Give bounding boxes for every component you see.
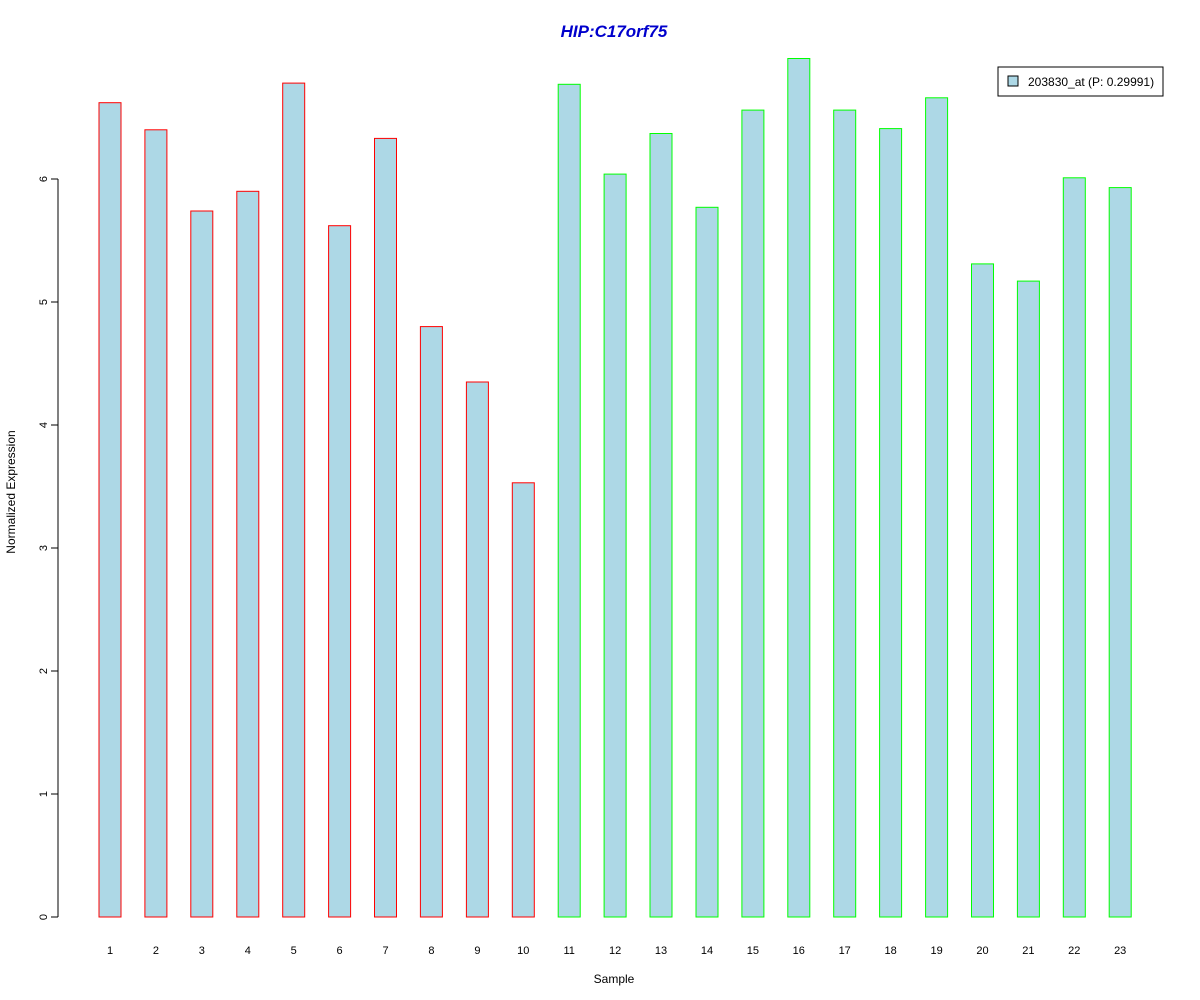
bar-sample-7 bbox=[374, 137, 397, 918]
x-tick-label: 10 bbox=[517, 945, 529, 957]
x-tick-label: 19 bbox=[930, 945, 942, 957]
x-tick-label: 21 bbox=[1022, 945, 1034, 957]
legend-box bbox=[997, 66, 1164, 97]
x-tick-label: 17 bbox=[839, 945, 851, 957]
bar-sample-22 bbox=[1062, 177, 1086, 918]
x-tick-label: 9 bbox=[474, 945, 480, 957]
x-tick-label: 4 bbox=[245, 945, 251, 957]
bar-sample-18 bbox=[879, 128, 903, 918]
bar-sample-12 bbox=[603, 173, 627, 918]
bars bbox=[98, 58, 1132, 918]
x-tick-label: 13 bbox=[655, 945, 667, 957]
y-tick-label: 0 bbox=[38, 914, 50, 920]
x-tick-label: 15 bbox=[747, 945, 759, 957]
x-tick-label: 20 bbox=[976, 945, 988, 957]
bar-sample-1 bbox=[98, 102, 122, 918]
x-tick-label: 7 bbox=[382, 945, 388, 957]
bar-sample-5 bbox=[282, 82, 306, 918]
legend-label: 203830_at (P: 0.29991) bbox=[1028, 75, 1154, 89]
bar-sample-9 bbox=[465, 381, 489, 918]
x-tick-label: 18 bbox=[884, 945, 896, 957]
x-tick-label: 22 bbox=[1068, 945, 1080, 957]
bar-sample-23 bbox=[1108, 187, 1132, 918]
x-tick-label: 2 bbox=[153, 945, 159, 957]
bar-sample-6 bbox=[328, 225, 352, 918]
bar-sample-19 bbox=[925, 97, 949, 918]
x-tick-label: 3 bbox=[199, 945, 205, 957]
bar-sample-14 bbox=[695, 206, 719, 918]
y-axis-title: Normalized Expression bbox=[4, 430, 18, 553]
bar-sample-10 bbox=[511, 482, 535, 918]
x-tick-label: 12 bbox=[609, 945, 621, 957]
x-tick-label: 23 bbox=[1114, 945, 1126, 957]
x-axis-tick-labels: 1 2 3 4 5 6 7 8 9 10 11 12 13 14 15 16 17 18 19 20 21 22 23 bbox=[107, 945, 1126, 957]
y-tick-label: 3 bbox=[38, 545, 50, 551]
bar-sample-13 bbox=[649, 133, 673, 918]
bar-sample-17 bbox=[833, 109, 857, 918]
x-tick-label: 14 bbox=[701, 945, 713, 957]
y-tick-label: 2 bbox=[38, 668, 50, 674]
chart-title: HIP:C17orf75 bbox=[561, 22, 668, 41]
y-tick-label: 6 bbox=[38, 176, 50, 182]
legend: 203830_at (P: 0.29991) bbox=[997, 66, 1164, 97]
y-tick-label: 4 bbox=[38, 422, 50, 428]
x-tick-label: 16 bbox=[793, 945, 805, 957]
x-tick-label: 8 bbox=[428, 945, 434, 957]
bar-sample-3 bbox=[190, 210, 214, 918]
bar-sample-11 bbox=[557, 83, 581, 918]
x-tick-label: 6 bbox=[337, 945, 343, 957]
y-tick-label: 1 bbox=[38, 791, 50, 797]
bar-sample-2 bbox=[144, 129, 168, 918]
legend-swatch bbox=[1007, 75, 1019, 87]
bar-sample-8 bbox=[419, 326, 443, 918]
y-axis: 0 1 2 3 4 5 6 bbox=[38, 176, 59, 920]
y-tick-label: 5 bbox=[38, 299, 50, 305]
x-tick-label: 1 bbox=[107, 945, 113, 957]
x-tick-label: 5 bbox=[291, 945, 297, 957]
bar-sample-15 bbox=[741, 109, 765, 918]
bar-sample-20 bbox=[971, 263, 994, 918]
bar-sample-4 bbox=[236, 190, 260, 918]
x-axis-title: Sample bbox=[594, 972, 635, 986]
bar-sample-21 bbox=[1016, 280, 1040, 918]
x-tick-label: 11 bbox=[563, 945, 574, 957]
bar-sample-16 bbox=[787, 58, 811, 918]
